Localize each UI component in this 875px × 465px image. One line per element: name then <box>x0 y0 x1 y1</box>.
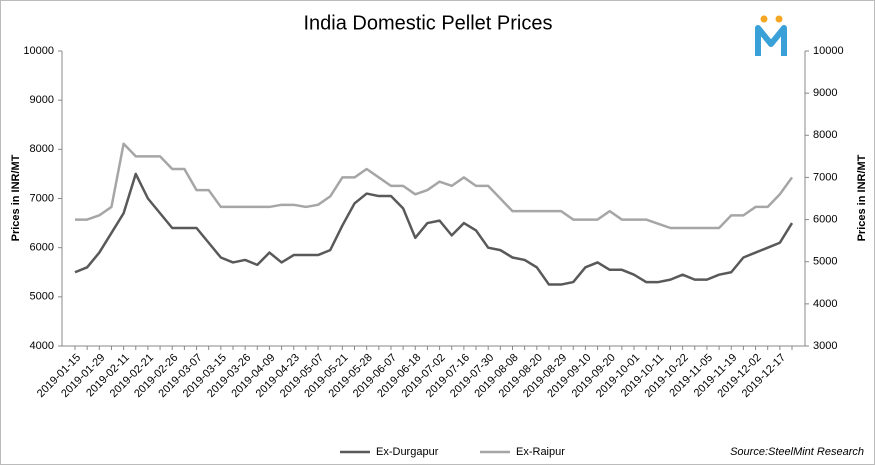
chart-title: India Domestic Pellet Prices <box>304 12 553 34</box>
legend-label: Ex-Durgapur <box>376 446 439 458</box>
y-tick-label: 7000 <box>30 192 54 204</box>
y2-axis-label: Prices in INR/MT <box>856 154 868 241</box>
y-tick-label: 6000 <box>30 242 54 254</box>
legend-label: Ex-Raipur <box>516 446 565 458</box>
series-line <box>75 142 794 230</box>
y2-tick-label: 7000 <box>813 171 837 183</box>
source-note: Source:SteelMint Research <box>730 446 864 458</box>
y2-tick-label: 9000 <box>813 87 837 99</box>
y-tick-label: 9000 <box>30 94 54 106</box>
y2-tick-label: 3000 <box>813 340 837 352</box>
y2-tick-label: 8000 <box>813 129 837 141</box>
y-axis-label: Prices in INR/MT <box>10 154 22 241</box>
y2-tick-label: 4000 <box>813 298 837 310</box>
y-tick-label: 10000 <box>23 45 54 57</box>
series-line <box>74 172 794 286</box>
y-tick-label: 4000 <box>30 340 54 352</box>
y2-tick-label: 6000 <box>813 213 837 225</box>
y-tick-label: 5000 <box>30 291 54 303</box>
y2-tick-label: 10000 <box>813 45 844 57</box>
y2-tick-label: 5000 <box>813 256 837 268</box>
logo <box>755 15 787 56</box>
y-tick-label: 8000 <box>30 143 54 155</box>
